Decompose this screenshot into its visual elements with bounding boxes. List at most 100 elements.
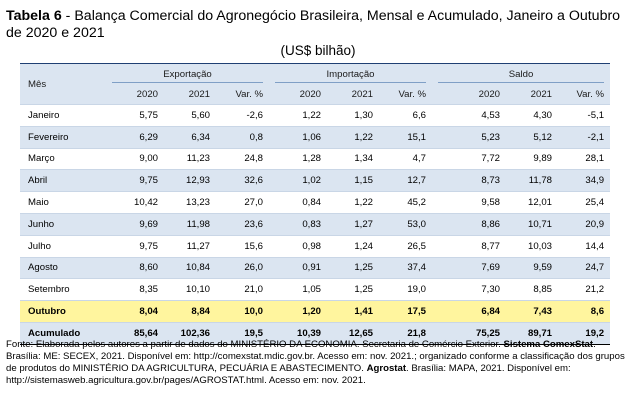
table-cell: 5,60 [164, 104, 216, 127]
table-cell: 25,4 [558, 191, 611, 214]
table-row: Acumulado 85,64 102,36 19,5 10,39 12,65 21,8 75… [20, 321, 611, 345]
month-column-header: Mês [20, 63, 106, 105]
table-cell: 1,20 [269, 300, 328, 323]
table-cell: 53,0 [379, 212, 433, 236]
table-cell: 1,06 [269, 125, 328, 149]
table-cell: 26,0 [216, 256, 270, 279]
table-cell: 4,53 [432, 104, 507, 127]
table-cell: 15,6 [216, 234, 270, 258]
table-label: Tabela 6 [6, 8, 62, 24]
table-cell: 10,0 [216, 300, 270, 323]
table-cell: 20,9 [558, 212, 611, 236]
table-cell: 1,25 [327, 278, 380, 301]
table-cell: 89,71 [506, 321, 559, 345]
table-cell: 23,6 [216, 212, 270, 236]
table-cell: 9,75 [106, 234, 164, 258]
table-cell: 1,24 [327, 234, 380, 258]
row-label: Fevereiro [20, 125, 106, 149]
table-cell: 1,28 [269, 147, 328, 170]
table-cell: 9,75 [106, 169, 164, 192]
table-cell: 12,7 [379, 169, 433, 192]
column-subheader: 2020 [269, 85, 328, 105]
caption-text: Balança Comercial do Agronegócio Brasile… [6, 8, 621, 41]
table-cell: 14,4 [558, 234, 611, 258]
table-cell: 9,59 [506, 256, 559, 279]
table-cell: 0,91 [269, 256, 328, 279]
caption-separator: - [61, 8, 75, 24]
row-label: Janeiro [20, 104, 106, 127]
table-cell: 28,1 [558, 147, 611, 170]
row-label: Abril [20, 169, 106, 192]
table-cell: 10,84 [164, 256, 216, 279]
table-cell: 21,8 [379, 321, 433, 345]
table-cell: 7,72 [432, 147, 507, 170]
table-cell: 0,98 [269, 234, 328, 258]
unit-label: (US$ bilhão) [280, 43, 356, 58]
table-cell: 1,30 [327, 104, 380, 127]
table-cell: 1,05 [269, 278, 328, 301]
column-subheader: 2021 [327, 85, 380, 105]
table-cell: 1,41 [327, 300, 380, 323]
table-cell: 8,04 [106, 300, 164, 323]
row-label: Maio [20, 191, 106, 214]
row-label: Acumulado [20, 321, 106, 345]
table-cell: 102,36 [164, 321, 216, 345]
column-subheader: 2021 [506, 85, 559, 105]
table-cell: 75,25 [432, 321, 507, 345]
table-cell: 1,22 [269, 104, 328, 127]
source-bold-2: Agrostat [366, 363, 407, 374]
table-row: Fevereiro 6,29 6,34 0,8 1,06 1,22 15,1 5,23 5,12… [20, 125, 611, 149]
table-cell: -5,1 [558, 104, 611, 127]
table-cell: 11,98 [164, 212, 216, 236]
row-label: Junho [20, 212, 106, 236]
table-cell: 6,29 [106, 125, 164, 149]
table-cell: 1,25 [327, 256, 380, 279]
source-text-1: Fonte: Elaborada pelos autores a partir … [6, 339, 504, 350]
table-cell: 10,71 [506, 212, 559, 236]
table-cell: 11,27 [164, 234, 216, 258]
table-row: Outubro 8,04 8,84 10,0 1,20 1,41 17,5 6,84 7,43 8… [20, 300, 611, 323]
table-cell: 6,6 [379, 104, 433, 127]
table-cell: 6,34 [164, 125, 216, 149]
table-cell: 17,5 [379, 300, 433, 323]
row-label: Março [20, 147, 106, 170]
table-cell: 45,2 [379, 191, 433, 214]
table-cell: 8,86 [432, 212, 507, 236]
row-label: Setembro [20, 278, 106, 301]
table-cell: 9,00 [106, 147, 164, 170]
table-cell: 12,01 [506, 191, 559, 214]
group-header-balance: Saldo [432, 63, 611, 85]
table-row: Abril 9,75 12,93 32,6 1,02 1,15 12,7 8,73 11,78 3… [20, 169, 611, 192]
table-row: Junho 9,69 11,98 23,6 0,83 1,27 53,0 8,86 10,71 2… [20, 212, 611, 236]
table-cell: 8,60 [106, 256, 164, 279]
group-header-export: Exportação [106, 63, 270, 85]
table-cell: 21,0 [216, 278, 270, 301]
table-cell: 19,0 [379, 278, 433, 301]
table-cell: 12,93 [164, 169, 216, 192]
table-cell: 32,6 [216, 169, 270, 192]
source-text-3: . Brasília: MAPA, 2021. Disponível em: h… [6, 363, 571, 386]
column-subheader: Var. % [558, 85, 611, 105]
table-cell: 7,30 [432, 278, 507, 301]
table-cell: 1,34 [327, 147, 380, 170]
group-header-import: Importação [269, 63, 433, 85]
table-cell: 21,2 [558, 278, 611, 301]
table-cell: 8,77 [432, 234, 507, 258]
table-cell: 11,23 [164, 147, 216, 170]
table-cell: 8,35 [106, 278, 164, 301]
source-bold-1: Sistema ComexStat [503, 339, 594, 350]
table-cell: 19,5 [216, 321, 270, 345]
table-cell: 1,22 [327, 191, 380, 214]
table-cell: 5,23 [432, 125, 507, 149]
table-caption: Tabela 6 - Balança Comercial do Agronegó… [6, 8, 630, 42]
table-cell: 10,42 [106, 191, 164, 214]
table-cell: 4,7 [379, 147, 433, 170]
table-cell: 19,2 [558, 321, 611, 345]
table-cell: 15,1 [379, 125, 433, 149]
table-row: Janeiro 5,75 5,60 -2,6 1,22 1,30 6,6 4,53 4,30 -5… [20, 104, 611, 127]
table-cell: 8,73 [432, 169, 507, 192]
table-row: Maio 10,42 13,23 27,0 0,84 1,22 45,2 9,58 12,01 2… [20, 191, 611, 214]
table-cell: 0,84 [269, 191, 328, 214]
table-cell: 1,27 [327, 212, 380, 236]
